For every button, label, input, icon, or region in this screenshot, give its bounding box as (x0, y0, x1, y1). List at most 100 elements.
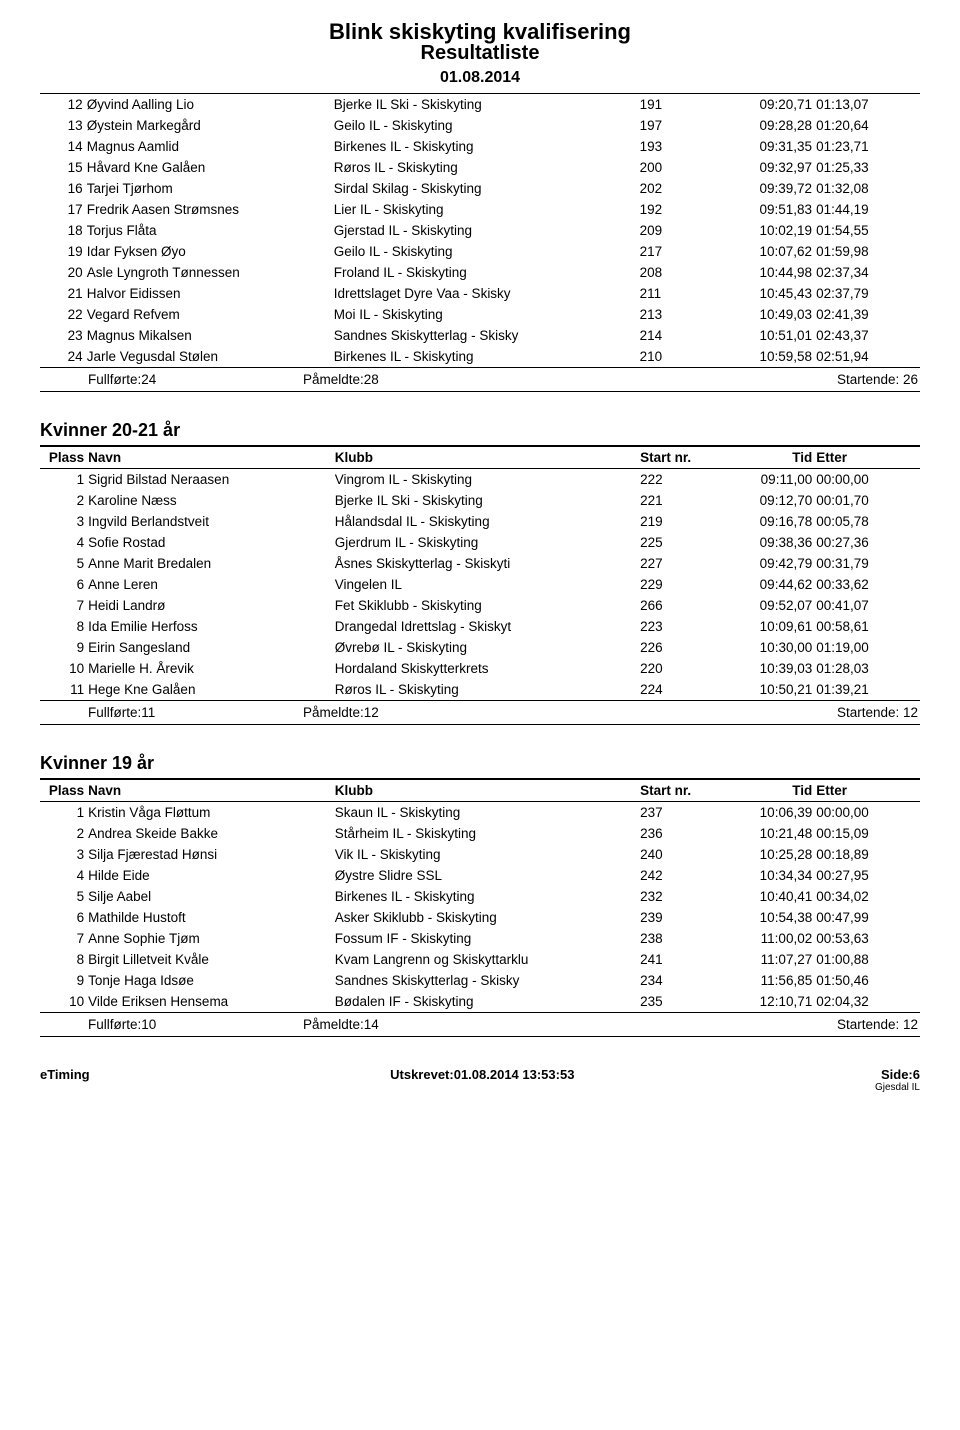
table-row: 8Ida Emilie HerfossDrangedal Idrettslag … (40, 616, 920, 637)
cell-plass: 8 (40, 949, 86, 970)
cell-klubb: Geilo IL - Skiskyting (332, 241, 638, 262)
table-row: 5Anne Marit BredalenÅsnes Skiskytterlag … (40, 553, 920, 574)
table-row: 1Kristin Våga FløttumSkaun IL - Skiskyti… (40, 802, 920, 823)
cell-plass: 4 (40, 865, 86, 886)
cell-plass: 2 (40, 823, 86, 844)
cell-klubb: Øvrebø IL - Skiskyting (333, 637, 638, 658)
cell-navn: Heidi Landrø (86, 595, 333, 616)
summary-pameldte: Påmeldte:14 (303, 1017, 778, 1032)
cell-plass: 9 (40, 970, 86, 991)
table-row: 14Magnus AamlidBirkenes IL - Skiskyting1… (40, 136, 920, 157)
table-row: 13Øystein MarkegårdGeilo IL - Skiskyting… (40, 115, 920, 136)
cell-etter: 00:53,63 (814, 928, 920, 949)
cell-navn: Asle Lyngroth Tønnessen (85, 262, 332, 283)
cell-navn: Silje Aabel (86, 886, 333, 907)
cell-klubb: Birkenes IL - Skiskyting (332, 136, 638, 157)
cell-klubb: Åsnes Skiskytterlag - Skiskyti (333, 553, 638, 574)
table-row: 4Sofie RostadGjerdrum IL - Skiskyting225… (40, 532, 920, 553)
cell-startnr: 225 (638, 532, 708, 553)
table-row: 5Silje AabelBirkenes IL - Skiskyting2321… (40, 886, 920, 907)
cell-startnr: 239 (638, 907, 708, 928)
cell-startnr: 197 (638, 115, 709, 136)
cell-etter: 01:54,55 (814, 220, 920, 241)
cell-klubb: Lier IL - Skiskyting (332, 199, 638, 220)
cell-navn: Øystein Markegård (85, 115, 332, 136)
table-row: 9Tonje Haga IdsøeSandnes Skiskytterlag -… (40, 970, 920, 991)
cell-tid: 09:42,79 (709, 553, 815, 574)
cell-startnr: 193 (638, 136, 709, 157)
cell-navn: Fredrik Aasen Strømsnes (85, 199, 332, 220)
table-row: 11Hege Kne GalåenRøros IL - Skiskyting22… (40, 679, 920, 700)
cell-tid: 10:07,62 (708, 241, 814, 262)
cell-tid: 10:59,58 (708, 346, 814, 367)
col-plass: Plass (40, 780, 86, 801)
table-row: 17Fredrik Aasen StrømsnesLier IL - Skisk… (40, 199, 920, 220)
cell-etter: 01:23,71 (814, 136, 920, 157)
cell-plass: 8 (40, 616, 86, 637)
cell-plass: 3 (40, 844, 86, 865)
cell-tid: 10:34,34 (709, 865, 815, 886)
cell-tid: 09:20,71 (708, 94, 814, 115)
cell-startnr: 217 (638, 241, 709, 262)
table-row: 16Tarjei TjørhomSirdal Skilag - Skiskyti… (40, 178, 920, 199)
cell-plass: 6 (40, 907, 86, 928)
cell-navn: Birgit Lilletveit Kvåle (86, 949, 333, 970)
cell-etter: 02:51,94 (814, 346, 920, 367)
col-startnr: Start nr. (638, 447, 708, 468)
cell-tid: 10:49,03 (708, 304, 814, 325)
cell-plass: 20 (40, 262, 85, 283)
table-row: 3Ingvild BerlandstveitHålandsdal IL - Sk… (40, 511, 920, 532)
cell-startnr: 235 (638, 991, 708, 1012)
cell-tid: 09:12,70 (709, 490, 815, 511)
table-row: 12Øyvind Aalling LioBjerke IL Ski - Skis… (40, 94, 920, 115)
cell-startnr: 210 (638, 346, 709, 367)
table-row: 23Magnus MikalsenSandnes Skiskytterlag -… (40, 325, 920, 346)
cell-plass: 18 (40, 220, 85, 241)
cell-etter: 00:33,62 (814, 574, 920, 595)
cell-klubb: Bjerke IL Ski - Skiskyting (332, 94, 638, 115)
cell-plass: 21 (40, 283, 85, 304)
cell-klubb: Sandnes Skiskytterlag - Skisky (333, 970, 638, 991)
cell-etter: 00:27,95 (814, 865, 920, 886)
cell-etter: 02:04,32 (814, 991, 920, 1012)
cell-tid: 09:44,62 (709, 574, 815, 595)
page-title: Blink skiskyting kvalifisering (40, 20, 920, 44)
cell-startnr: 226 (638, 637, 708, 658)
cell-etter: 00:27,36 (814, 532, 920, 553)
col-klubb: Klubb (333, 447, 638, 468)
cell-navn: Håvard Kne Galåen (85, 157, 332, 178)
cell-startnr: 242 (638, 865, 708, 886)
cell-plass: 4 (40, 532, 86, 553)
cell-klubb: Hordaland Skiskytterkrets (333, 658, 638, 679)
cell-etter: 01:20,64 (814, 115, 920, 136)
cell-tid: 10:51,01 (708, 325, 814, 346)
cell-startnr: 222 (638, 469, 708, 490)
table-row: 18Torjus FlåtaGjerstad IL - Skiskyting20… (40, 220, 920, 241)
divider (40, 724, 920, 725)
cell-plass: 3 (40, 511, 86, 532)
footer-center: Utskrevet:01.08.2014 13:53:53 (390, 1067, 574, 1093)
cell-startnr: 192 (638, 199, 709, 220)
cell-navn: Silja Fjærestad Hønsi (86, 844, 333, 865)
cell-klubb: Birkenes IL - Skiskyting (333, 886, 638, 907)
cell-tid: 09:11,00 (709, 469, 815, 490)
cell-navn: Tarjei Tjørhom (85, 178, 332, 199)
cell-startnr: 213 (638, 304, 709, 325)
cell-etter: 02:37,34 (814, 262, 920, 283)
cell-startnr: 232 (638, 886, 708, 907)
cell-navn: Idar Fyksen Øyo (85, 241, 332, 262)
cell-tid: 10:06,39 (709, 802, 815, 823)
cell-etter: 01:00,88 (814, 949, 920, 970)
cell-plass: 10 (40, 658, 86, 679)
cell-startnr: 202 (638, 178, 709, 199)
cell-etter: 01:59,98 (814, 241, 920, 262)
table-row: 2Andrea Skeide BakkeStårheim IL - Skisky… (40, 823, 920, 844)
cell-klubb: Skaun IL - Skiskyting (333, 802, 638, 823)
cell-navn: Jarle Vegusdal Stølen (85, 346, 332, 367)
col-navn: Navn (86, 780, 333, 801)
cell-etter: 01:39,21 (814, 679, 920, 700)
cell-tid: 09:52,07 (709, 595, 815, 616)
summary-startende: Startende: 12 (778, 705, 918, 720)
cell-etter: 00:05,78 (814, 511, 920, 532)
cell-etter: 00:18,89 (814, 844, 920, 865)
